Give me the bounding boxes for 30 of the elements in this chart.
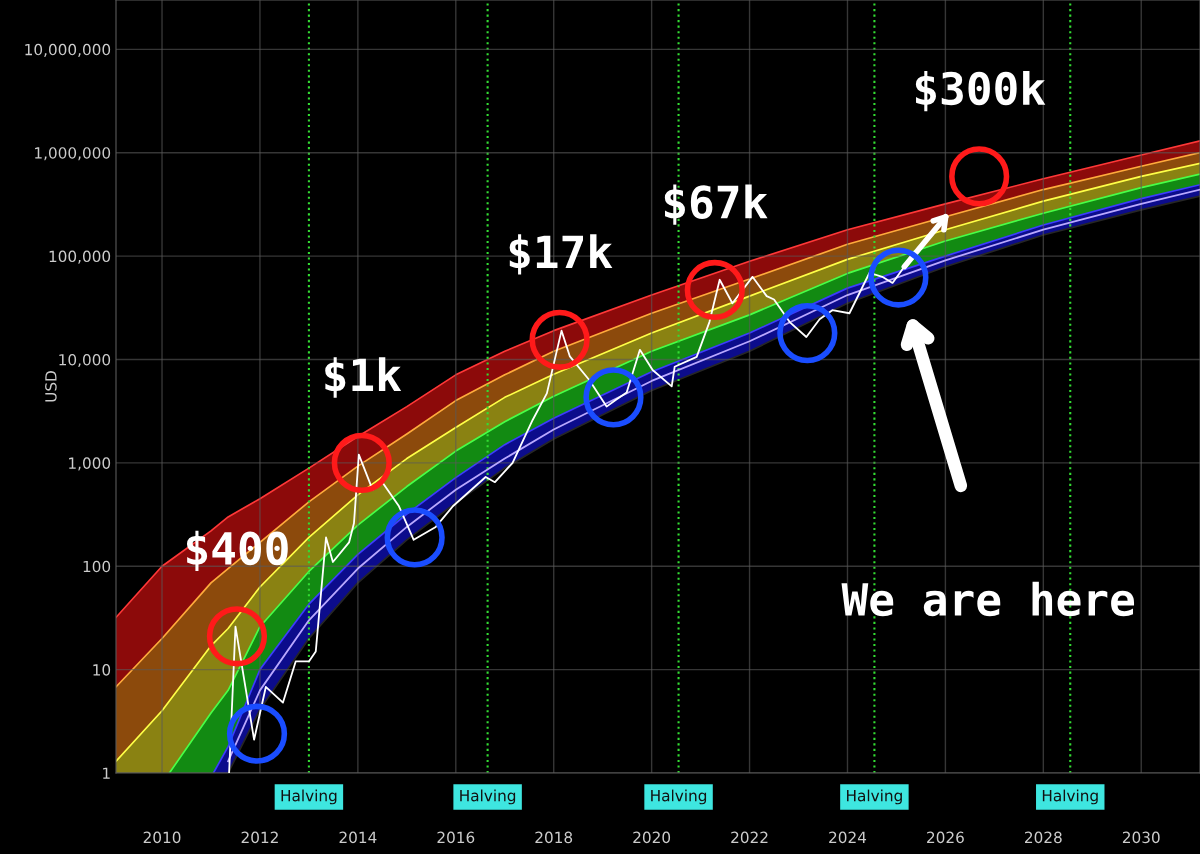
x-tick-label: 2018 bbox=[535, 831, 573, 844]
x-tick-label: 2014 bbox=[339, 831, 377, 844]
y-tick-label: 1,000 bbox=[69, 457, 111, 471]
y-tick-label: 10,000 bbox=[59, 353, 111, 368]
annotation: We are here bbox=[841, 581, 1135, 617]
x-tick-label: 2010 bbox=[143, 831, 181, 844]
ref-line-label: Halving bbox=[847, 789, 902, 805]
y-tick-label: 100,000 bbox=[49, 250, 111, 264]
ref-line-label: Halving bbox=[651, 789, 707, 805]
x-tick-label: 2028 bbox=[1025, 831, 1062, 844]
y-tick-label: 10,000,000 bbox=[25, 43, 111, 57]
x-tick-label: 2024 bbox=[829, 831, 867, 844]
y-tick-label: 1,000,000 bbox=[35, 147, 111, 161]
y-tick-label: 100 bbox=[83, 560, 111, 573]
annotation: $300k bbox=[915, 70, 1046, 112]
y-tick-label: 10 bbox=[93, 664, 111, 676]
x-tick-label: 2012 bbox=[241, 831, 278, 844]
x-tick-label: 2020 bbox=[633, 831, 671, 844]
annotation: $67k bbox=[664, 184, 768, 225]
ref-line-label: Halving bbox=[460, 789, 516, 805]
x-tick-label: 2022 bbox=[731, 831, 768, 844]
y-axis-title: USD bbox=[45, 371, 57, 402]
x-tick-label: 2030 bbox=[1122, 831, 1160, 844]
ref-line-label: Halving bbox=[1042, 789, 1098, 805]
y-tick-label: 1 bbox=[103, 767, 110, 779]
annotation: $17k bbox=[509, 234, 613, 275]
annotation: $1k bbox=[325, 357, 402, 398]
ref-line-label: Halving bbox=[281, 789, 337, 805]
x-tick-label: 2016 bbox=[437, 831, 475, 844]
x-tick-label: 2026 bbox=[927, 831, 964, 844]
